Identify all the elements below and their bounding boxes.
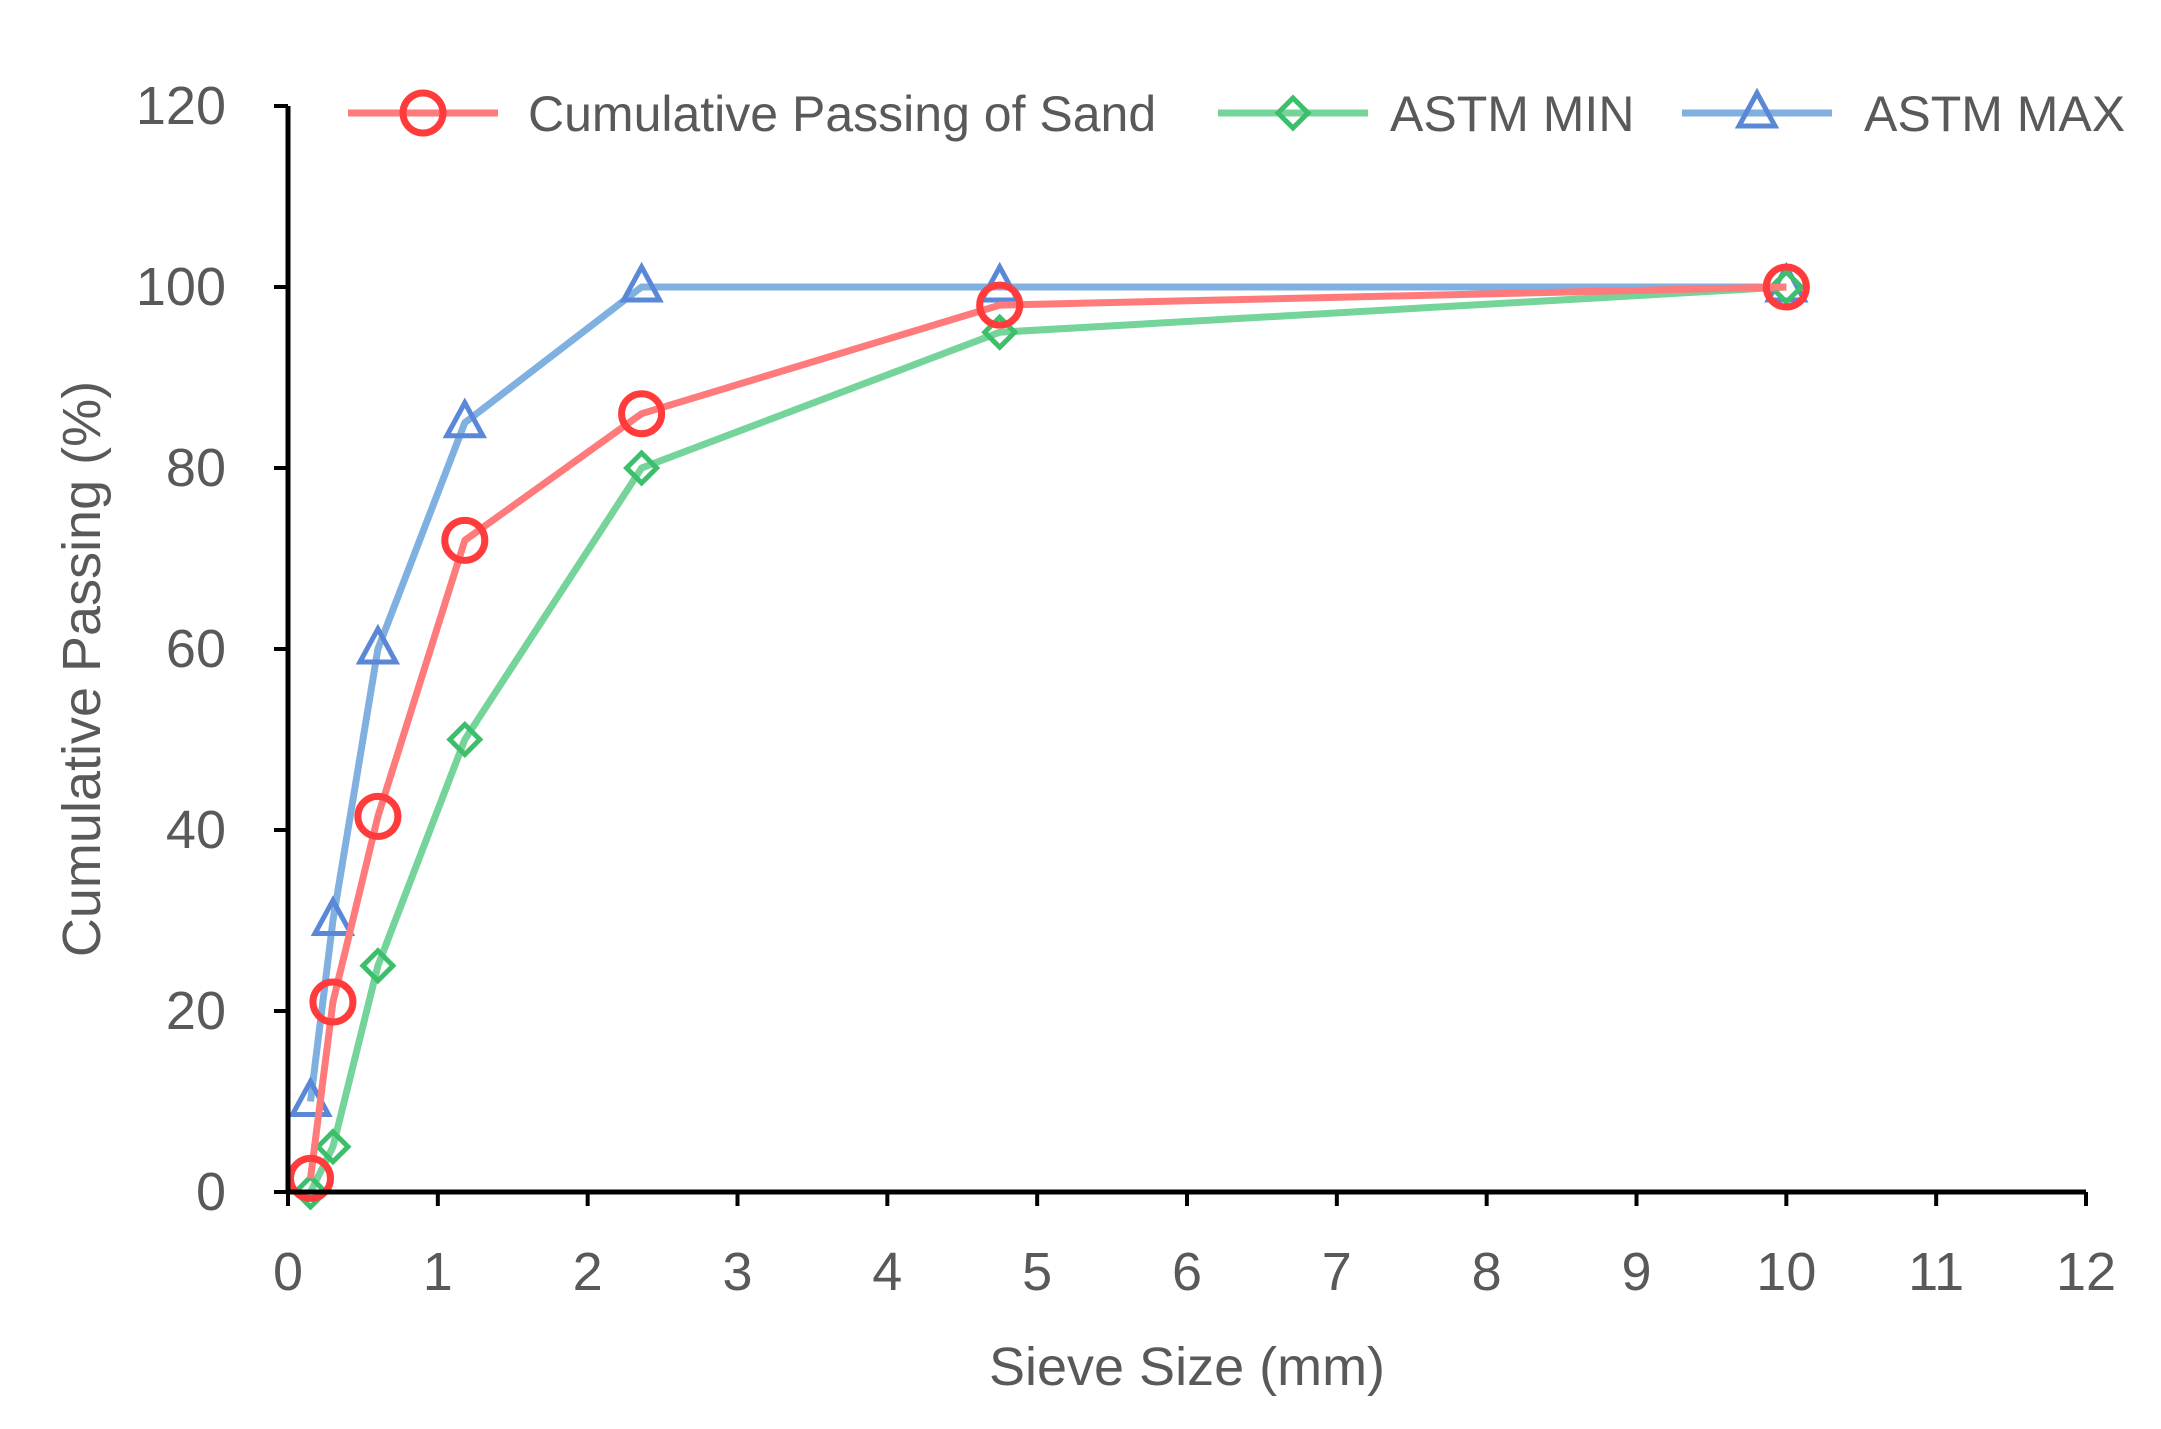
y-tick-label: 40 xyxy=(166,800,226,860)
data-point-marker xyxy=(309,978,357,1026)
data-point-marker xyxy=(623,449,661,487)
data-point-marker xyxy=(446,720,484,759)
x-axis-ticks: 0 1 2 3 4 5 6 7 8 9 10 11 12 xyxy=(273,1192,2116,1302)
x-tick-label: 12 xyxy=(2056,1242,2116,1302)
data-point-marker xyxy=(976,281,1024,329)
y-tick-label: 20 xyxy=(166,981,226,1041)
data-point-marker xyxy=(310,895,356,936)
x-tick-label: 11 xyxy=(1908,1242,1964,1302)
x-tick-label: 9 xyxy=(1621,1242,1651,1302)
data-point-marker xyxy=(442,397,488,439)
data-point-marker xyxy=(314,1128,352,1166)
legend-swatch-marker xyxy=(1734,87,1780,129)
plot-area xyxy=(286,261,1810,1211)
x-tick-label: 5 xyxy=(1022,1242,1052,1302)
x-tick-label: 7 xyxy=(1322,1242,1352,1302)
data-point-marker xyxy=(291,1173,330,1211)
axes xyxy=(285,106,2086,1195)
x-tick-label: 6 xyxy=(1172,1242,1202,1302)
series-cumulative-passing-of-sand xyxy=(286,263,1810,1202)
data-point-marker xyxy=(359,947,397,985)
data-point-marker xyxy=(355,623,401,665)
y-tick-label: 80 xyxy=(166,438,226,498)
y-tick-label: 120 xyxy=(136,76,226,136)
x-tick-label: 0 xyxy=(273,1242,303,1302)
y-tick-label: 100 xyxy=(136,257,226,317)
y-axis-ticks: 0 20 40 60 80 100 120 xyxy=(136,76,288,1222)
data-point-marker xyxy=(1767,268,1805,306)
legend-swatch-marker xyxy=(1274,94,1312,132)
x-tick-label: 2 xyxy=(573,1242,603,1302)
series-astm-max xyxy=(288,261,1809,1117)
y-axis-title: Cumulative Passing (%) xyxy=(52,381,112,957)
legend-label: Cumulative Passing of Sand xyxy=(528,86,1156,142)
x-tick-label: 1 xyxy=(423,1242,453,1302)
legend-item: ASTM MAX xyxy=(1682,86,2125,142)
x-axis-title: Sieve Size (mm) xyxy=(989,1337,1385,1397)
data-point-marker xyxy=(354,792,402,840)
legend-swatch-marker xyxy=(399,89,447,137)
y-tick-label: 60 xyxy=(166,619,226,679)
data-point-marker xyxy=(441,516,489,564)
x-tick-label: 8 xyxy=(1472,1242,1502,1302)
series-line xyxy=(307,283,1787,1194)
legend-label: ASTM MAX xyxy=(1864,86,2125,142)
x-tick-label: 3 xyxy=(722,1242,752,1302)
data-point-marker xyxy=(618,390,666,438)
series-astm-min xyxy=(291,268,1805,1211)
legend: Cumulative Passing of Sand ASTM MIN ASTM M… xyxy=(348,86,2125,142)
legend-item: ASTM MIN xyxy=(1218,86,1634,142)
data-point-marker xyxy=(981,313,1019,351)
x-tick-label: 10 xyxy=(1756,1242,1816,1302)
data-point-marker xyxy=(619,261,664,303)
legend-item: Cumulative Passing of Sand xyxy=(348,86,1156,142)
legend-label: ASTM MIN xyxy=(1390,86,1634,142)
x-tick-label: 4 xyxy=(872,1242,902,1302)
data-point-marker xyxy=(1762,263,1810,311)
y-tick-label: 0 xyxy=(196,1162,226,1222)
series-line xyxy=(307,283,1787,1102)
series-line xyxy=(307,283,1787,1179)
